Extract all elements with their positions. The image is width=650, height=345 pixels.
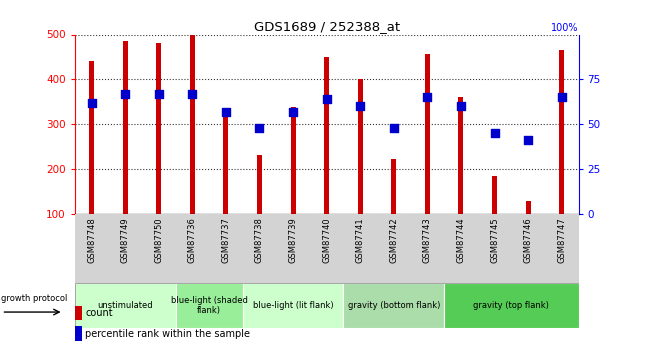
Bar (75, 326, 83, 341)
Point (254, 125, 265, 130)
Text: 100%: 100% (551, 23, 578, 33)
Bar (425, 54, 430, 214)
Text: GSM87740: GSM87740 (322, 217, 331, 263)
Text: GSM87742: GSM87742 (389, 217, 398, 263)
Title: GDS1689 / 252388_at: GDS1689 / 252388_at (254, 20, 400, 33)
Text: blue-light (shaded
flank): blue-light (shaded flank) (171, 296, 248, 315)
Point (86, 100, 97, 106)
Bar (358, 79, 363, 214)
Text: count: count (85, 308, 113, 318)
Text: GSM87736: GSM87736 (188, 217, 197, 263)
Bar (75, 283, 176, 328)
Bar (444, 283, 578, 328)
Text: growth protocol: growth protocol (1, 294, 68, 303)
Point (120, 91, 130, 97)
Point (456, 104, 466, 109)
Point (389, 125, 399, 130)
Point (321, 96, 332, 102)
Text: unstimulated: unstimulated (98, 301, 153, 310)
Bar (242, 283, 343, 328)
Point (355, 104, 365, 109)
Text: GSM87739: GSM87739 (289, 217, 298, 263)
Point (187, 91, 198, 97)
Bar (156, 43, 161, 214)
Text: GSM87745: GSM87745 (490, 217, 499, 263)
Point (153, 91, 164, 97)
Point (489, 130, 500, 136)
Text: blue-light (lit flank): blue-light (lit flank) (253, 301, 333, 310)
Bar (190, 32, 195, 214)
Bar (343, 283, 444, 328)
Text: GSM87744: GSM87744 (456, 217, 465, 263)
Bar (89, 61, 94, 214)
Bar (257, 155, 262, 214)
Bar (291, 107, 296, 214)
Text: GSM87748: GSM87748 (87, 217, 96, 263)
Text: GSM87741: GSM87741 (356, 217, 365, 263)
Text: GSM87747: GSM87747 (557, 217, 566, 263)
Bar (224, 109, 228, 214)
Text: GSM87746: GSM87746 (524, 217, 532, 263)
Bar (123, 41, 127, 214)
Text: GSM87738: GSM87738 (255, 217, 264, 263)
Bar (458, 97, 463, 214)
Bar (559, 50, 564, 214)
Point (220, 109, 231, 115)
Bar (176, 283, 242, 328)
Bar (75, 306, 83, 320)
Point (288, 109, 298, 115)
Text: gravity (top flank): gravity (top flank) (473, 301, 549, 310)
Text: GSM87750: GSM87750 (154, 217, 163, 263)
Bar (324, 57, 329, 214)
Text: gravity (bottom flank): gravity (bottom flank) (348, 301, 440, 310)
Text: GSM87743: GSM87743 (423, 217, 432, 263)
Point (422, 95, 433, 100)
Text: percentile rank within the sample: percentile rank within the sample (85, 329, 250, 339)
Bar (391, 159, 396, 214)
Point (556, 95, 567, 100)
Bar (526, 201, 530, 214)
Text: GSM87737: GSM87737 (222, 217, 230, 263)
Bar (492, 176, 497, 214)
Text: GSM87749: GSM87749 (121, 217, 129, 263)
Point (523, 138, 533, 143)
